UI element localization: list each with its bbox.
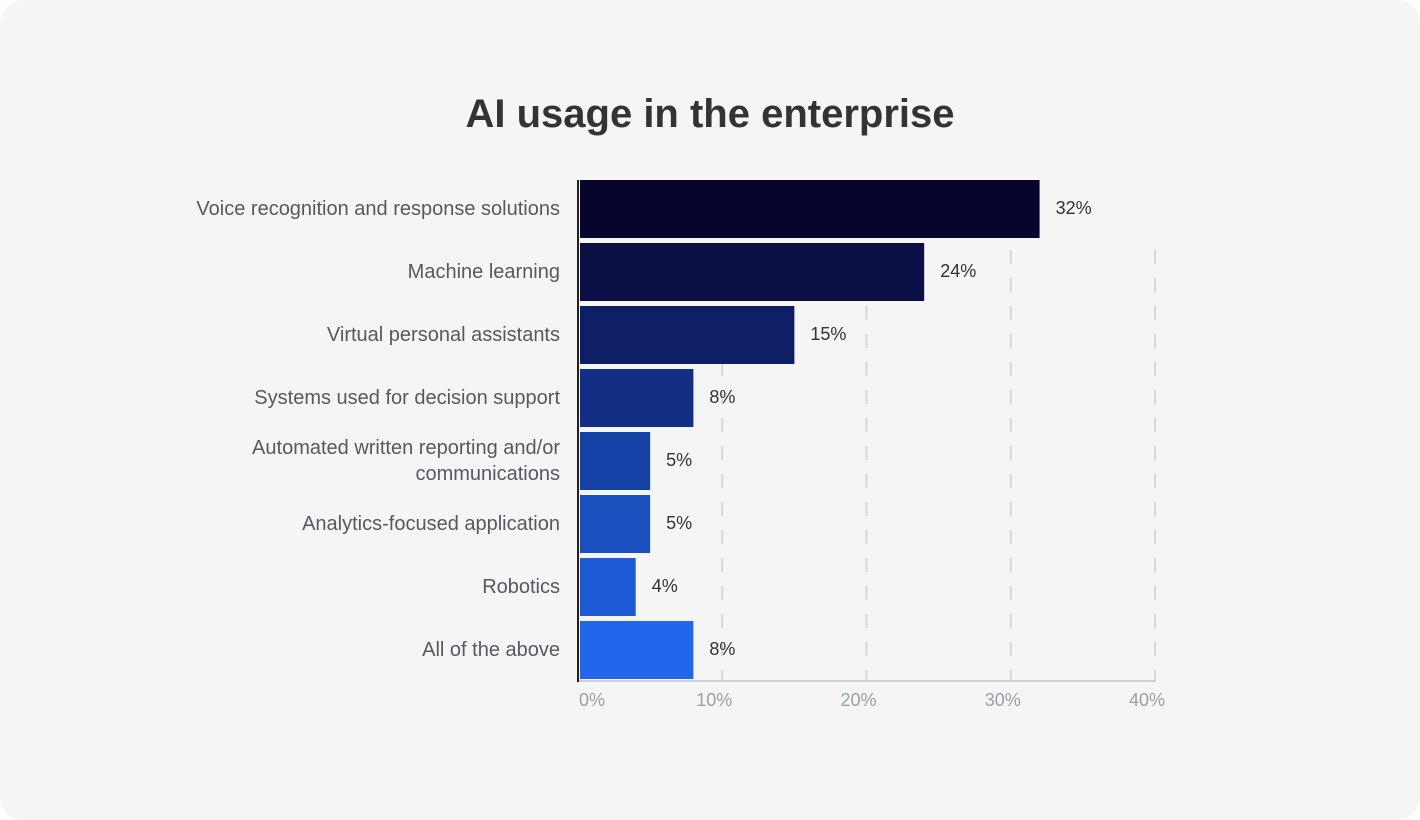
category-label: Analytics-focused application — [302, 513, 560, 535]
category-label: Automated written reporting and/or commu… — [252, 437, 560, 485]
bar — [580, 306, 795, 364]
category-label: Robotics — [482, 576, 560, 598]
x-tick-label: 30% — [985, 690, 1021, 710]
bar — [580, 243, 925, 301]
data-label: 15% — [810, 324, 846, 344]
category-label: Virtual personal assistants — [326, 324, 560, 346]
data-label: 4% — [652, 576, 678, 596]
bar — [580, 558, 636, 616]
data-label: 32% — [1056, 198, 1092, 218]
category-label: Machine learning — [407, 261, 560, 283]
bar — [580, 621, 694, 679]
category-label: Systems used for decision support — [254, 387, 560, 409]
data-label: 8% — [709, 639, 735, 659]
bar — [580, 369, 694, 427]
data-label: 5% — [666, 450, 692, 470]
data-label: 24% — [940, 261, 976, 281]
x-tick-label: 10% — [696, 690, 732, 710]
bar — [580, 495, 651, 553]
x-tick-label: 40% — [1129, 690, 1165, 710]
category-label: Voice recognition and response solutions — [196, 198, 560, 220]
data-label: 8% — [709, 387, 735, 407]
category-label: All of the above — [422, 639, 560, 661]
x-tick-label: 0% — [579, 690, 605, 710]
bar — [580, 432, 651, 490]
bar — [580, 180, 1040, 238]
chart-title: AI usage in the enterprise — [465, 92, 955, 136]
data-label: 5% — [666, 513, 692, 533]
x-tick-label: 20% — [840, 690, 876, 710]
